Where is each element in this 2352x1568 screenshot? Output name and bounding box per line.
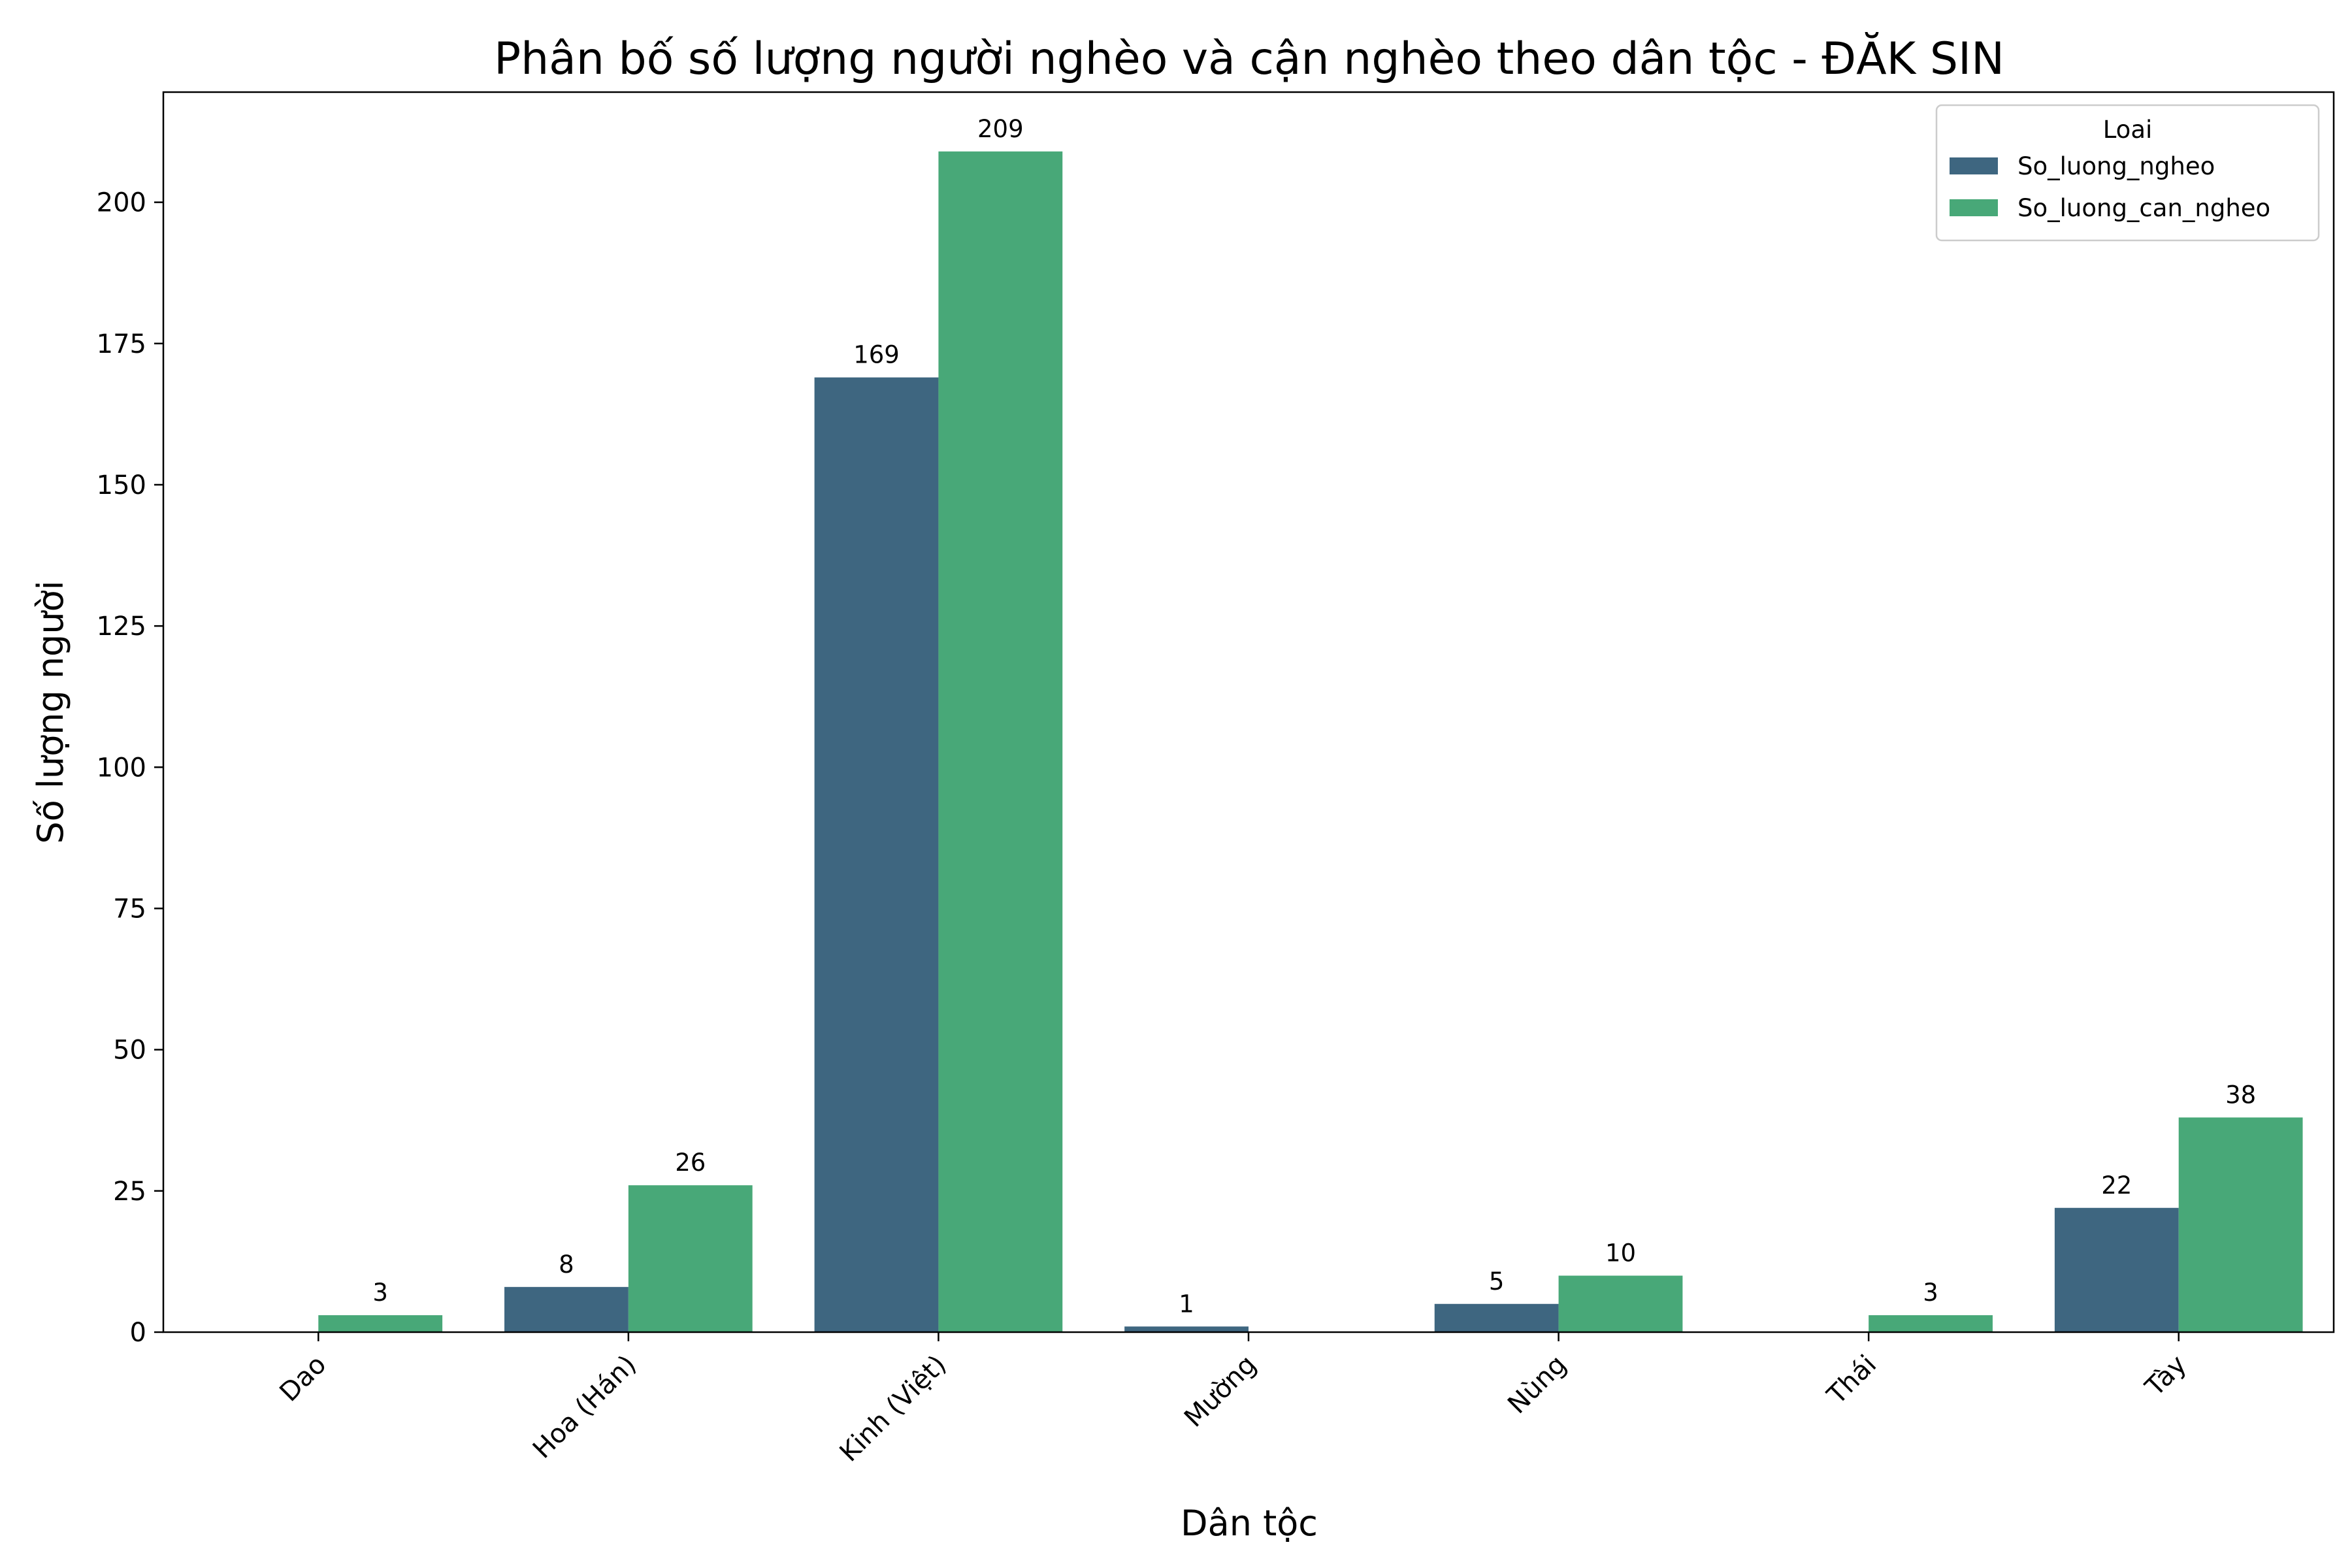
data-label-So_luong_can_ngheo-5: 3 xyxy=(1923,1279,1938,1307)
chart-title: Phân bố số lượng người nghèo và cận nghè… xyxy=(494,31,2004,85)
x-tick-label-5: Thái xyxy=(1821,1350,1883,1411)
y-tick-label-3: 75 xyxy=(113,894,146,924)
legend-label-So_luong_can_ngheo: So_luong_can_ngheo xyxy=(2017,194,2270,222)
x-tick-label-0: Dao xyxy=(274,1350,332,1408)
legend-swatch-So_luong_ngheo xyxy=(1950,157,1998,174)
y-tick-label-7: 175 xyxy=(97,329,146,359)
y-tick-label-1: 25 xyxy=(113,1177,146,1207)
bar-So_luong_ngheo-2 xyxy=(814,377,939,1332)
y-tick-label-6: 150 xyxy=(97,470,146,500)
data-label-So_luong_ngheo-4: 5 xyxy=(1489,1267,1505,1296)
data-label-So_luong_can_ngheo-0: 3 xyxy=(372,1279,388,1307)
x-axis-label: Dân tộc xyxy=(1181,1503,1318,1544)
y-tick-label-8: 200 xyxy=(97,188,146,218)
data-label-So_luong_can_ngheo-2: 209 xyxy=(977,115,1024,143)
data-label-So_luong_ngheo-3: 1 xyxy=(1179,1290,1194,1318)
data-label-So_luong_ngheo-2: 169 xyxy=(853,341,900,369)
bar-So_luong_ngheo-3 xyxy=(1124,1326,1249,1332)
y-tick-label-0: 0 xyxy=(130,1318,146,1348)
legend-swatch-So_luong_can_ngheo xyxy=(1950,199,1998,216)
bar-So_luong_ngheo-6 xyxy=(2054,1207,2179,1332)
bar-So_luong_can_ngheo-4 xyxy=(1558,1275,1683,1332)
y-tick-label-4: 100 xyxy=(97,753,146,783)
x-tick-label-2: Kinh (Việt) xyxy=(834,1350,953,1468)
y-tick-label-5: 125 xyxy=(97,612,146,642)
plot-area: 3826169209151032238025507510012515017520… xyxy=(97,91,2335,1468)
axes-frame xyxy=(162,91,2335,1333)
legend: Loai So_luong_ngheo So_luong_can_ngheo xyxy=(1935,104,2320,242)
bar-So_luong_ngheo-1 xyxy=(504,1286,629,1332)
legend-title: Loai xyxy=(2103,116,2153,144)
x-tick-label-1: Hoa (Hán) xyxy=(527,1350,642,1465)
x-tick-label-3: Mường xyxy=(1179,1350,1262,1433)
y-axis-label: Số lượng người xyxy=(30,580,71,843)
bar-So_luong_can_ngheo-0 xyxy=(318,1315,443,1332)
bar-So_luong_can_ngheo-6 xyxy=(2178,1117,2303,1332)
bar-So_luong_can_ngheo-2 xyxy=(938,151,1063,1332)
y-tick-label-2: 50 xyxy=(113,1036,146,1066)
bar-So_luong_can_ngheo-1 xyxy=(628,1185,753,1332)
bar-So_luong_can_ngheo-5 xyxy=(1869,1315,1993,1332)
data-label-So_luong_ngheo-6: 22 xyxy=(2101,1171,2132,1200)
data-label-So_luong_ngheo-1: 8 xyxy=(559,1250,574,1279)
data-label-So_luong_can_ngheo-4: 10 xyxy=(1605,1239,1636,1267)
legend-box xyxy=(1935,104,2320,242)
data-label-So_luong_can_ngheo-6: 38 xyxy=(2225,1081,2256,1109)
bar-So_luong_ngheo-4 xyxy=(1434,1303,1559,1332)
data-label-So_luong_can_ngheo-1: 26 xyxy=(675,1149,706,1177)
legend-label-So_luong_ngheo: So_luong_ngheo xyxy=(2017,152,2215,180)
x-tick-label-6: Tày xyxy=(2140,1350,2193,1403)
x-tick-label-4: Nùng xyxy=(1502,1350,1572,1420)
